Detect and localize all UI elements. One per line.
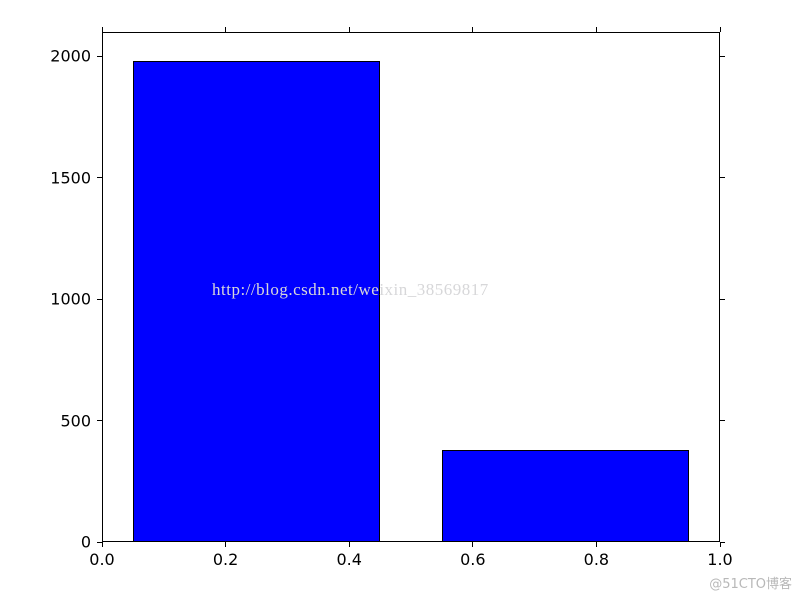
x-tick [720, 542, 721, 547]
y-tick-label: 1500 [50, 168, 91, 187]
x-tick-label: 0.8 [584, 550, 609, 569]
y-tick-right [720, 56, 725, 57]
y-tick [97, 542, 102, 543]
y-tick-label: 2000 [50, 47, 91, 66]
axis-spine [102, 32, 103, 542]
credit-text: @51CTO博客 [709, 573, 792, 592]
chart-figure: 0.0 0.2 0.4 0.6 0.8 1.0 0 500 1000 1500 2000 http:… [0, 0, 800, 596]
y-tick-right [720, 420, 725, 421]
x-tick-label: 0.0 [89, 550, 114, 569]
x-tick-label: 0.6 [460, 550, 485, 569]
y-tick-label: 500 [60, 411, 91, 430]
x-tick-top [225, 27, 226, 32]
watermark-text: http://blog.csdn.net/weixin_38569817 [212, 280, 489, 300]
x-tick-top [596, 27, 597, 32]
axis-spine [102, 541, 720, 542]
bar-0 [133, 61, 380, 542]
y-tick [97, 420, 102, 421]
y-tick-right [720, 177, 725, 178]
y-tick-label: 0 [81, 533, 91, 552]
axis-spine [719, 32, 720, 542]
y-tick [97, 177, 102, 178]
x-tick-top [472, 27, 473, 32]
y-tick [97, 56, 102, 57]
x-tick [102, 542, 103, 547]
x-tick-label: 0.4 [336, 550, 361, 569]
y-tick [97, 299, 102, 300]
x-tick [349, 542, 350, 547]
x-tick-top [349, 27, 350, 32]
axis-spine [102, 32, 720, 33]
y-tick-right [720, 542, 725, 543]
x-tick-label: 0.2 [213, 550, 238, 569]
x-tick-top [102, 27, 103, 32]
y-tick-label: 1000 [50, 290, 91, 309]
bar-1 [442, 450, 689, 542]
y-tick-right [720, 299, 725, 300]
x-tick-label: 1.0 [707, 550, 732, 569]
x-tick [596, 542, 597, 547]
x-tick [472, 542, 473, 547]
x-tick-top [720, 27, 721, 32]
x-tick [225, 542, 226, 547]
